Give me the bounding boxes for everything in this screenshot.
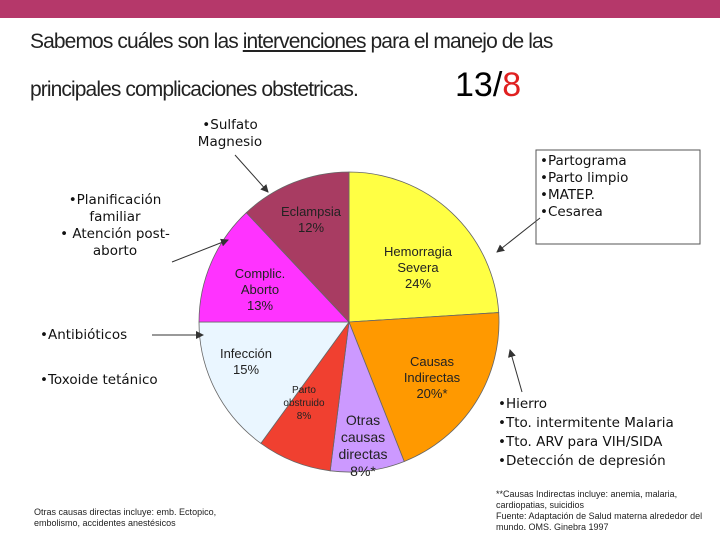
note-line: •Antibióticos [40,327,128,343]
slice-label: Eclampsia 12% [269,204,353,236]
category-label: Infección [219,346,273,361]
value-label: 15% [232,362,260,377]
slice-label: Otras causas directas 8%* [334,412,392,480]
note-line: •Cesarea [540,204,603,220]
footnote-right: **Causas Indirectas incluye: anemia, mal… [496,489,720,533]
category-label: Parto obstruido [283,385,325,409]
value-label: 24% [404,276,432,291]
value-label: 8%* [350,463,376,479]
page-total: 8 [502,66,522,104]
page-number: 13/8 [455,66,521,105]
arrow [496,217,541,253]
slice-label: Causas Indirectas 20%* [396,354,468,402]
note-line: •MATEP. [540,187,595,203]
page-current: 13/ [455,66,503,104]
arrow [508,349,523,393]
pie-slice [348,312,500,462]
note-line: •Hierro [498,396,547,412]
arrow [234,154,269,193]
slice-label: Parto obstruido 8% [278,384,330,423]
footnote-left: Otras causas directas incluye: emb. Ecto… [34,507,217,528]
note-line: familiar [89,209,141,225]
top-bar [0,0,720,18]
note-line: •Tto. intermitente Malaria [498,415,674,431]
note-line: •Tto. ARV para VIH/SIDA [498,434,663,450]
arrow [171,238,229,263]
footnote-line: Fuente: Adaptación de Salud materna alre… [496,511,703,532]
slice-label: Hemorragia Severa 24% [376,244,460,292]
category-label: Causas Indirectas [403,354,461,385]
value-label: 12% [297,220,325,235]
note-left: •Planificación familiar • Atención post-ab… [40,192,190,260]
slice-label: Infección 15% [211,346,281,378]
note-line: •Sulfato [202,117,258,133]
note-line: • Atención post- [60,226,170,242]
note-bottom-right: •Hierro •Tto. intermitente Malaria •Tto. A… [498,395,674,471]
note-line: Magnesio [197,134,263,150]
arrows [152,154,541,393]
title-line-2: principales complicaciones obstetricas. [30,78,359,102]
note-top: •Sulfato Magnesio [185,117,275,151]
slice-label: Complic. Aborto 13% [228,266,292,314]
title-text: Sabemos cuáles son las [30,30,243,53]
note-line: •Detección de depresión [498,453,666,469]
title-text: principales complicaciones obstetricas. [30,78,359,101]
category-label: Eclampsia [281,204,341,219]
title-underlined: intervenciones [242,30,367,53]
pie-slice [348,171,500,323]
footnote-line: **Causas Indirectas incluye: anemia, mal… [496,489,678,510]
value-label: 8% [296,411,312,422]
title-line-1: Sabemos cuáles son las intervenciones pa… [30,30,554,54]
category-label: Otras causas directas [338,412,388,462]
pie-slice [245,171,350,324]
note-box [535,149,701,245]
note-line: •Toxoide tetánico [40,372,158,388]
category-label: Hemorragia Severa [384,244,452,275]
note-line: •Planificación [68,192,162,208]
pie-slice [198,212,350,323]
note-box-text: •Partograma •Parto limpio •MATEP. •Cesarea [540,153,628,221]
note-line: •Partograma [540,153,627,169]
note-line: aborto [92,243,138,259]
category-label: Complic. Aborto [234,266,286,297]
title-text: para el manejo de las [365,30,554,53]
note-line: •Parto limpio [540,170,629,186]
value-label: 13% [246,298,274,313]
note-left2: •Antibióticos •Toxoide tetánico [40,327,158,389]
value-label: 20%* [416,386,448,401]
